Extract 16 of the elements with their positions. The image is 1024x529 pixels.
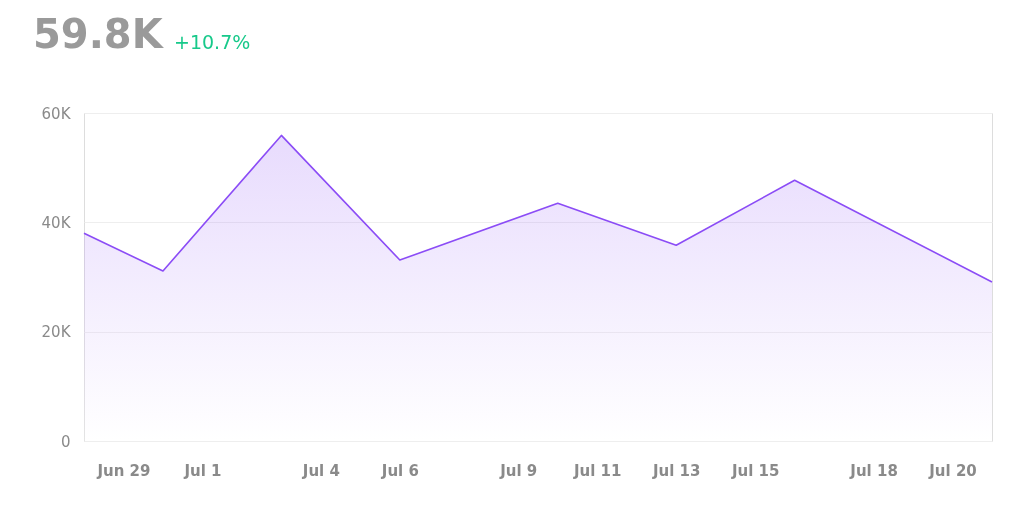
chart-title: 59.8K: [33, 11, 165, 57]
y-tick-label: 20K: [41, 323, 72, 342]
x-tick-label: Jul 20: [928, 461, 977, 480]
y-tick-label: 40K: [41, 213, 72, 232]
x-tick-label: Jul 4: [301, 461, 340, 480]
text: +10.7%: [174, 31, 251, 53]
y-tick-label: 60K: [41, 104, 72, 123]
x-tick-label: Jul 9: [499, 461, 538, 480]
x-tick-label: Jul 13: [651, 461, 701, 480]
x-tick-label: Jul 6: [380, 461, 419, 480]
x-tick-label: Jul 15: [730, 461, 780, 480]
x-tick-label: Jul 11: [572, 461, 622, 480]
y-tick-label: 0: [60, 432, 71, 451]
x-tick-label: Jul 1: [183, 461, 222, 480]
x-tick-label: Jun 29: [96, 461, 151, 480]
x-tick-label: Jul 18: [849, 461, 898, 480]
